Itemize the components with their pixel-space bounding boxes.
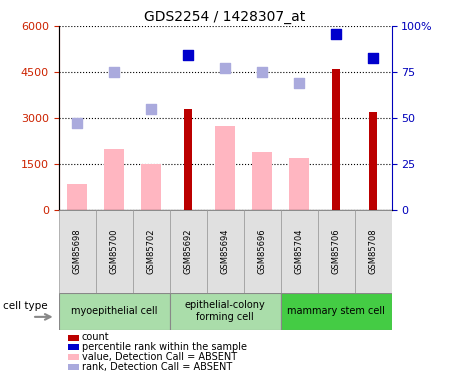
Text: GSM85694: GSM85694 (220, 228, 230, 274)
Text: GSM85698: GSM85698 (72, 228, 81, 274)
Bar (67, 184, 87, 210)
FancyBboxPatch shape (170, 210, 207, 292)
Text: myoepithelial cell: myoepithelial cell (71, 306, 157, 316)
Text: GSM85700: GSM85700 (109, 228, 118, 274)
Bar (104, 149, 124, 210)
FancyBboxPatch shape (243, 210, 280, 292)
Text: epithelial-colony
forming cell: epithelial-colony forming cell (184, 300, 266, 322)
FancyBboxPatch shape (280, 292, 392, 330)
Text: GSM85708: GSM85708 (369, 228, 378, 274)
Text: GSM85706: GSM85706 (332, 228, 341, 274)
FancyBboxPatch shape (95, 210, 132, 292)
FancyBboxPatch shape (207, 210, 243, 292)
Text: cell type: cell type (3, 301, 48, 310)
Text: percentile rank within the sample: percentile rank within the sample (82, 342, 247, 352)
FancyBboxPatch shape (132, 210, 170, 292)
FancyBboxPatch shape (280, 210, 318, 292)
Bar (252, 152, 272, 210)
Point (258, 69, 265, 75)
Point (221, 64, 229, 70)
Point (369, 56, 377, 62)
Point (110, 69, 117, 75)
Bar (141, 164, 161, 210)
Bar (184, 109, 192, 210)
Text: rank, Detection Call = ABSENT: rank, Detection Call = ABSENT (82, 362, 232, 372)
Bar (332, 69, 340, 210)
Text: GSM85692: GSM85692 (184, 228, 193, 274)
Text: value, Detection Call = ABSENT: value, Detection Call = ABSENT (82, 352, 237, 362)
Point (295, 80, 302, 86)
Point (73, 120, 81, 126)
Bar (369, 112, 377, 210)
FancyBboxPatch shape (355, 210, 392, 292)
Text: mammary stem cell: mammary stem cell (287, 306, 385, 316)
Text: GSM85704: GSM85704 (294, 228, 303, 274)
Text: GSM85696: GSM85696 (257, 228, 266, 274)
Point (148, 106, 155, 112)
FancyBboxPatch shape (58, 292, 170, 330)
Point (333, 31, 340, 37)
Title: GDS2254 / 1428307_at: GDS2254 / 1428307_at (144, 10, 306, 24)
Text: count: count (82, 333, 109, 342)
FancyBboxPatch shape (58, 210, 95, 292)
FancyBboxPatch shape (170, 292, 280, 330)
FancyBboxPatch shape (318, 210, 355, 292)
Bar (215, 126, 235, 210)
Bar (289, 158, 309, 210)
Point (184, 53, 192, 58)
Text: GSM85702: GSM85702 (147, 228, 156, 274)
